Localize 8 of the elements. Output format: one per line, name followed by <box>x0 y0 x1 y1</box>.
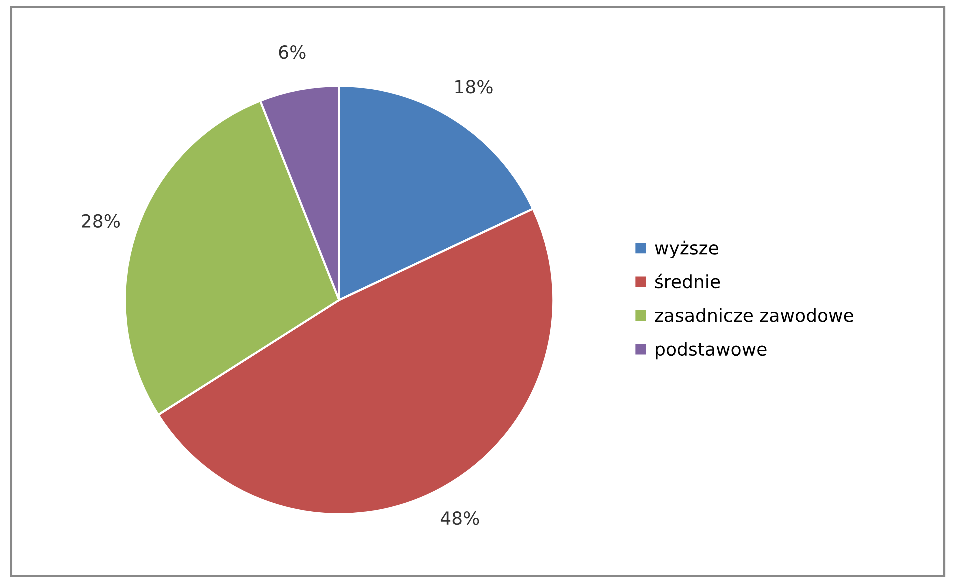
data-label: 18% <box>456 80 493 94</box>
data-label: 6% <box>279 46 306 60</box>
data-label: 48% <box>440 512 480 526</box>
legend-label: wyższe <box>655 240 718 258</box>
legend-label: średnie <box>655 274 720 289</box>
data-label: 28% <box>82 214 120 228</box>
legend-label: zasadnicze zawodowe <box>655 308 854 322</box>
legend-label: podstawowe <box>656 342 767 360</box>
